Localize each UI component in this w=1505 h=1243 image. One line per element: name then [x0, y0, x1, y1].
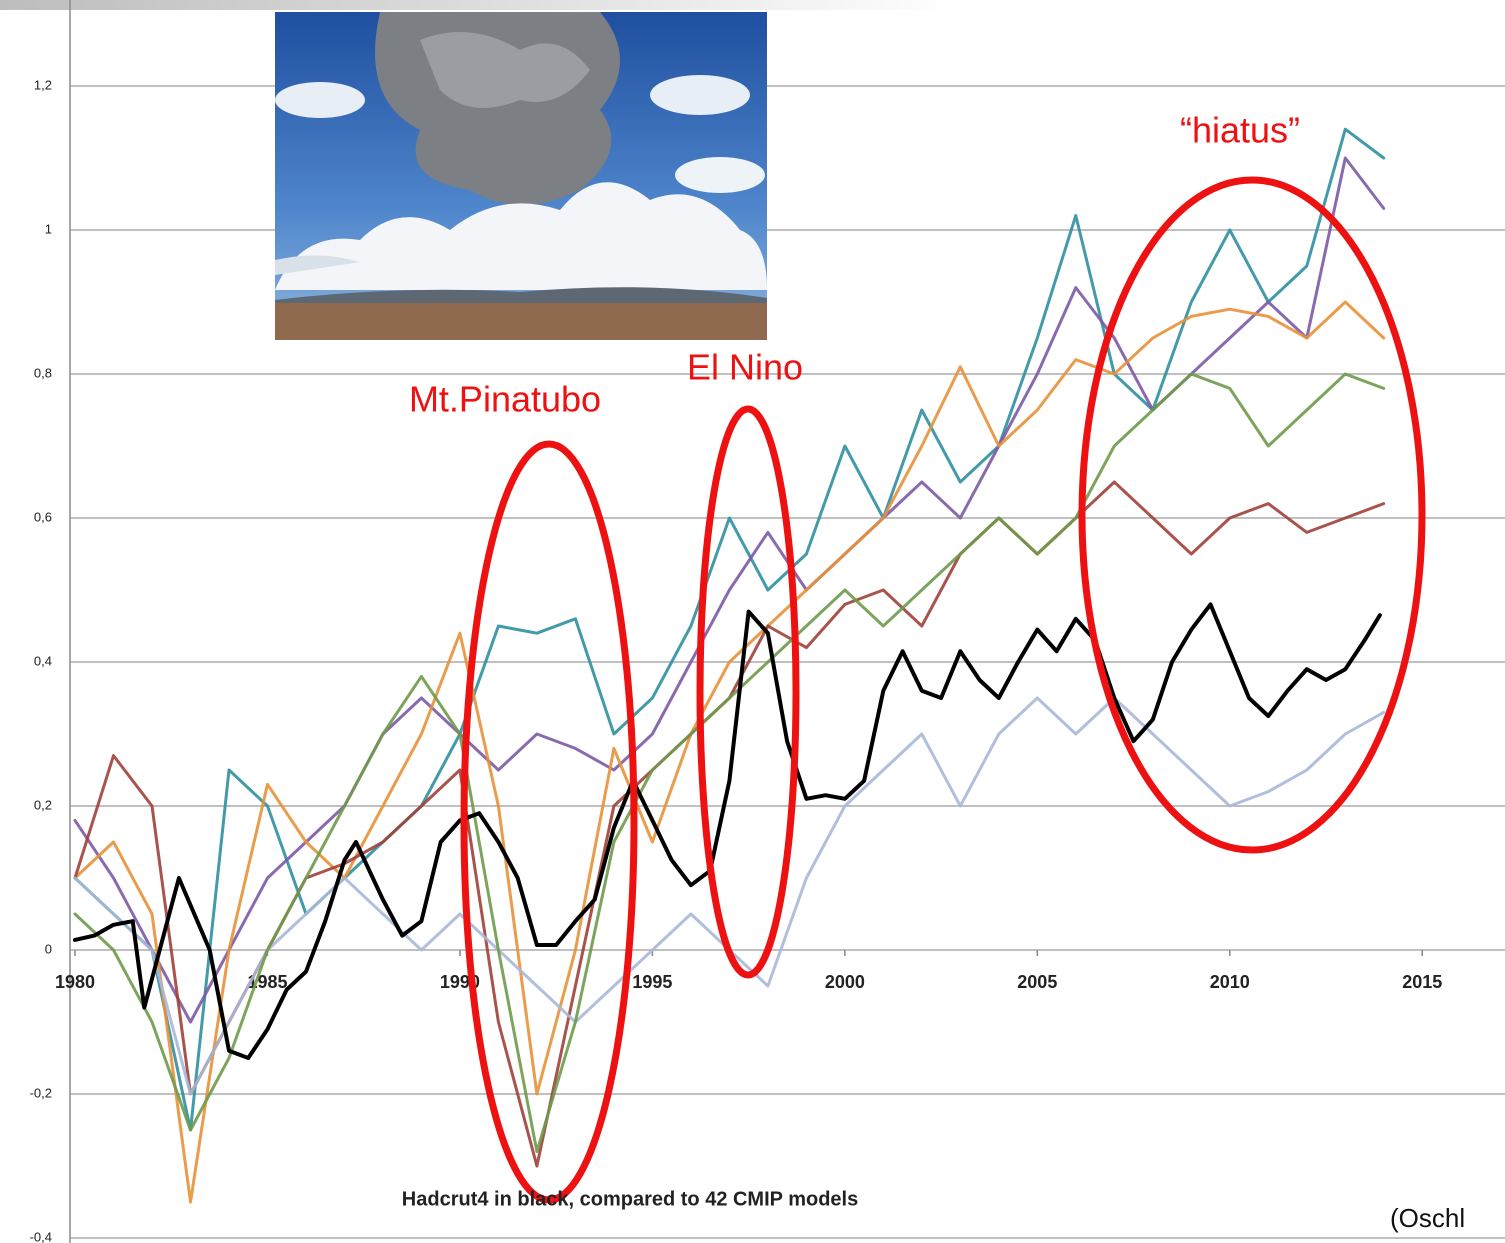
data-line	[75, 698, 1384, 1094]
page: {"chart_data": { "type": "line", "annota…	[0, 0, 1505, 1243]
x-tick-label: 2010	[1210, 972, 1250, 992]
annotation: El Nino	[687, 347, 803, 388]
annotation: “hiatus”	[1180, 110, 1300, 151]
x-tick-label: 1995	[632, 972, 672, 992]
y-tick-label: 0,8	[34, 365, 52, 380]
y-tick-label: 0,6	[34, 509, 52, 524]
x-tick-label: 2015	[1402, 972, 1442, 992]
window-edge	[0, 0, 960, 10]
x-tick-label: 2005	[1017, 972, 1057, 992]
x-tick-label: 1980	[55, 972, 95, 992]
y-tick-label: 0,4	[34, 653, 52, 668]
chart: -0,4-0,200,20,40,60,811,2198019851990199…	[0, 0, 1505, 1243]
y-tick-label: -0,2	[30, 1085, 52, 1100]
source: (Oschl	[1390, 1203, 1465, 1233]
y-tick-label: 1	[45, 221, 52, 236]
y-tick-label: 0	[45, 941, 52, 956]
y-tick-label: -0,4	[30, 1229, 52, 1243]
data-line	[75, 374, 1384, 1152]
photo	[275, 12, 767, 340]
x-tick-label: 2000	[825, 972, 865, 992]
y-tick-label: 0,2	[34, 797, 52, 812]
annotation: Mt.Pinatubo	[409, 379, 601, 420]
y-tick-label: 1,2	[34, 77, 52, 92]
caption: Hadcrut4 in black, compared to 42 CMIP m…	[402, 1188, 858, 1210]
